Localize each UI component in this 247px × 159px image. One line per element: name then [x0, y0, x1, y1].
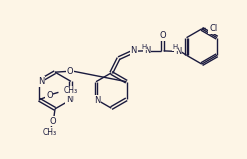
- Text: N: N: [144, 46, 150, 55]
- Text: N: N: [94, 96, 101, 105]
- Text: O: O: [159, 31, 166, 40]
- Text: N: N: [131, 46, 137, 55]
- Text: H: H: [142, 44, 147, 50]
- Text: N: N: [175, 47, 181, 56]
- Text: CH₃: CH₃: [43, 128, 57, 137]
- Text: N: N: [66, 95, 72, 104]
- Text: O: O: [67, 67, 74, 76]
- Text: H: H: [172, 45, 178, 50]
- Text: O: O: [46, 91, 53, 100]
- Text: O: O: [49, 117, 56, 126]
- Text: Cl: Cl: [209, 24, 217, 33]
- Text: CH₃: CH₃: [63, 86, 78, 95]
- Text: N: N: [38, 77, 44, 86]
